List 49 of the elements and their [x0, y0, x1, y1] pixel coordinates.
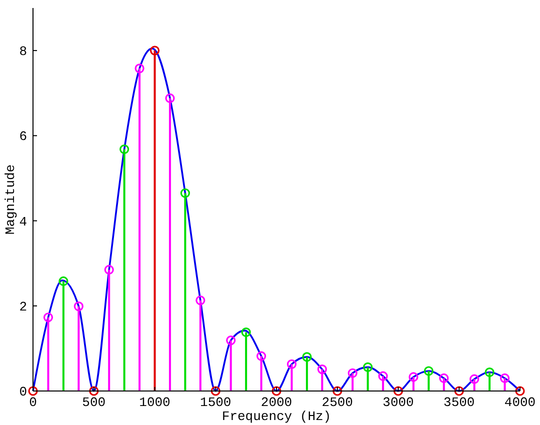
- point: [272, 386, 282, 396]
- x-tick-label: 3500: [444, 395, 475, 410]
- x-tick-label: 2500: [322, 395, 353, 410]
- point: [317, 364, 327, 374]
- point: [104, 264, 114, 275]
- y-tick-label: 2: [19, 299, 27, 314]
- point: [393, 386, 404, 396]
- point: [196, 296, 206, 306]
- point: [424, 366, 434, 376]
- x-tick-label: 1500: [200, 395, 232, 410]
- point: [74, 302, 84, 312]
- point: [210, 386, 220, 396]
- point: [150, 46, 160, 56]
- point: [58, 276, 68, 286]
- point: [28, 386, 38, 396]
- point: [439, 373, 449, 384]
- point: [256, 351, 266, 361]
- y-tick-label: 0: [19, 384, 27, 400]
- point: [241, 327, 251, 338]
- point: [454, 386, 464, 396]
- point: [470, 374, 480, 384]
- point: [165, 93, 175, 104]
- point: [120, 144, 130, 154]
- point: [286, 359, 297, 369]
- point: [180, 188, 190, 198]
- point: [408, 372, 418, 382]
- x-tick-label: 0: [29, 395, 37, 410]
- point: [89, 386, 99, 396]
- y-tick-label: 6: [19, 129, 27, 144]
- y-tick-label: 4: [19, 214, 28, 230]
- x-tick-label: 4000: [504, 395, 536, 410]
- x-tick-label: 500: [82, 395, 106, 410]
- point: [348, 368, 358, 378]
- point: [378, 371, 388, 381]
- point: [484, 367, 494, 378]
- x-axis-title: Frequency (Hz): [222, 409, 332, 424]
- x-tick-label: 1000: [139, 395, 170, 410]
- y-tick-label: 8: [19, 44, 27, 60]
- point: [226, 336, 236, 346]
- point: [515, 386, 525, 396]
- point: [302, 352, 312, 362]
- x-tick-label: 2000: [260, 395, 292, 410]
- point: [363, 362, 373, 372]
- point: [134, 64, 144, 74]
- point: [332, 386, 342, 396]
- point: [43, 312, 54, 322]
- y-axis-title: Magnitude: [3, 164, 18, 235]
- point: [500, 373, 510, 384]
- x-tick-label: 3000: [382, 395, 414, 410]
